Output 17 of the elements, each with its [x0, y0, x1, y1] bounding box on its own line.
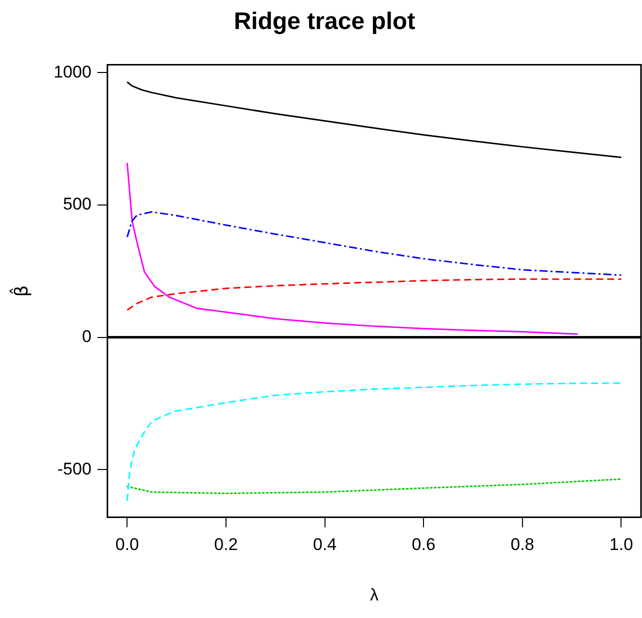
y-tick-label: -500 — [57, 459, 92, 478]
y-tick-label: 0 — [82, 326, 92, 346]
x-tick-label: 0.0 — [115, 535, 139, 554]
y-tick-label: 1000 — [54, 62, 92, 82]
line-series — [126, 382, 622, 502]
x-tick-label: 0.8 — [510, 535, 534, 554]
y-tick-label: 500 — [63, 194, 92, 214]
x-tick-label: 1.0 — [609, 535, 634, 554]
line-series — [126, 278, 622, 311]
line-series — [126, 478, 622, 494]
chart-title: Ridge trace plot — [234, 8, 416, 36]
x-tick-label: 0.2 — [214, 535, 238, 554]
x-tick-label: 0.6 — [412, 535, 436, 554]
x-axis-title: λ — [370, 585, 379, 604]
x-tick-label: 0.4 — [312, 535, 337, 554]
y-axis-title: β̂ — [9, 285, 32, 297]
line-series — [126, 211, 622, 276]
